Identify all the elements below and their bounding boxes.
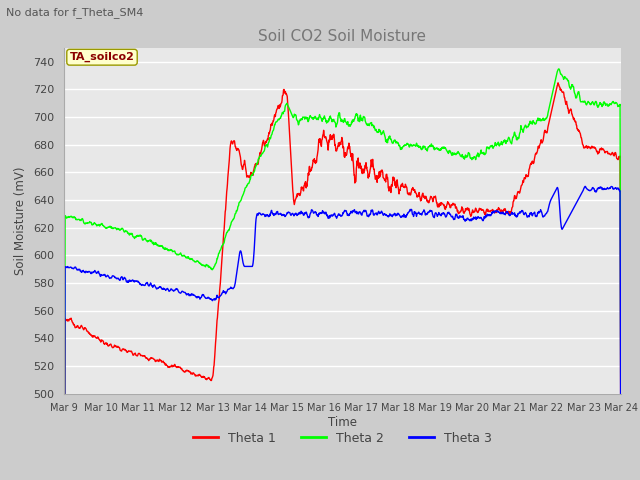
Y-axis label: Soil Moisture (mV): Soil Moisture (mV) [15, 167, 28, 275]
Text: TA_soilco2: TA_soilco2 [70, 52, 134, 62]
X-axis label: Time: Time [328, 416, 357, 429]
Text: No data for f_Theta_SM4: No data for f_Theta_SM4 [6, 7, 144, 18]
Legend: Theta 1, Theta 2, Theta 3: Theta 1, Theta 2, Theta 3 [188, 427, 497, 450]
Title: Soil CO2 Soil Moisture: Soil CO2 Soil Moisture [259, 29, 426, 44]
